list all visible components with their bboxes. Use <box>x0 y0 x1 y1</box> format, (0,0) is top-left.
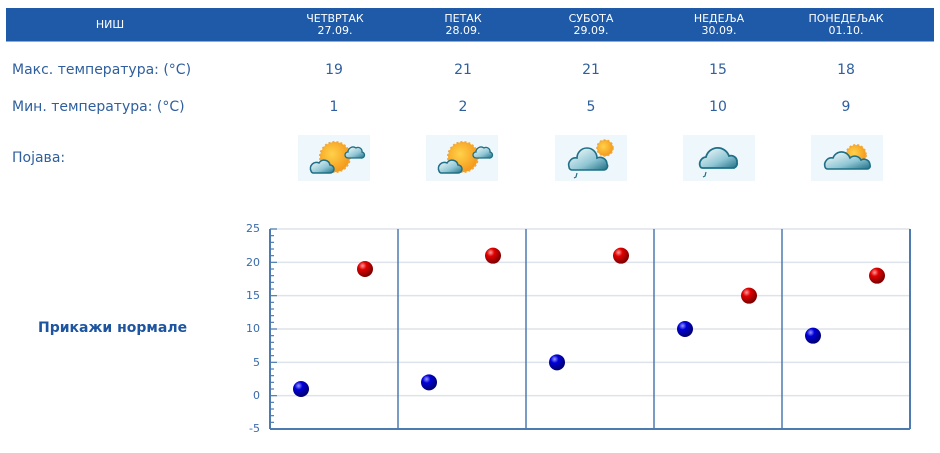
day-name: СУБОТА <box>568 11 614 25</box>
show-normals-link[interactable]: Прикажи нормале <box>38 320 188 336</box>
min-temp-value: 9 <box>841 99 851 115</box>
y-tick-label: 25 <box>246 222 260 235</box>
min-temp-label: Мин. температура: (°C) <box>12 99 185 115</box>
min-temp-marker <box>293 381 309 397</box>
min-temp-value: 2 <box>458 99 468 115</box>
day-date: 29.09. <box>573 23 609 37</box>
min-temp-marker <box>805 327 821 344</box>
day-name: ПЕТАК <box>444 11 482 25</box>
y-tick-label: 0 <box>253 389 260 402</box>
day-name: НЕДЕЉА <box>693 11 745 25</box>
y-tick-label: 15 <box>246 289 260 302</box>
y-tick-label: -5 <box>249 422 260 435</box>
day-header-3: СУБОТА 29.09. <box>531 8 651 41</box>
day-header-1: ЧЕТВРТАК 27.09. <box>275 8 395 41</box>
day-name: ПОНЕДЕЉАК <box>808 11 884 25</box>
y-tick-label: 20 <box>246 256 260 269</box>
phenomenon-label: Појава: <box>12 150 66 166</box>
max-temp-value: 21 <box>582 62 600 78</box>
min-temp-value: 5 <box>586 99 596 115</box>
day-header-5: ПОНЕДЕЉАК 01.10. <box>785 8 907 41</box>
partly-cloudy-light-rain-icon <box>555 135 627 181</box>
max-temp-value: 18 <box>837 62 855 78</box>
day-header-4: НЕДЕЉА 30.09. <box>659 8 779 41</box>
max-temp-value: 15 <box>709 62 727 78</box>
day-date: 30.09. <box>701 23 737 37</box>
min-temp-value: 1 <box>329 99 339 115</box>
max-temp-value: 19 <box>325 62 343 78</box>
min-temp-marker <box>421 374 437 391</box>
max-temp-marker <box>485 247 501 264</box>
max-temp-label: Макс. температура: (°C) <box>12 62 192 78</box>
day-date: 28.09. <box>445 23 481 37</box>
sun-cloud-icon <box>426 135 498 181</box>
cloud-light-rain-icon <box>683 135 755 181</box>
day-date: 01.10. <box>828 23 864 37</box>
forecast-header: НИШ ЧЕТВРТАК 27.09. ПЕТАК 28.09. СУБОТА … <box>6 8 934 42</box>
day-date: 27.09. <box>317 23 353 37</box>
min-temp-marker <box>677 321 693 337</box>
max-temp-marker <box>741 287 757 304</box>
max-temp-marker <box>357 261 373 277</box>
sun-cloud-icon <box>298 135 370 181</box>
city-name: НИШ <box>95 17 125 31</box>
day-name: ЧЕТВРТАК <box>306 11 364 25</box>
partly-cloudy-icon <box>811 135 883 181</box>
y-tick-label: 10 <box>246 322 260 335</box>
max-temp-value: 21 <box>454 62 472 78</box>
max-temp-marker <box>869 267 885 284</box>
min-temp-value: 10 <box>709 99 727 115</box>
day-header-2: ПЕТАК 28.09. <box>403 8 523 41</box>
min-temp-marker <box>549 354 565 371</box>
y-tick-label: 5 <box>253 356 260 369</box>
max-temp-marker <box>613 247 629 264</box>
